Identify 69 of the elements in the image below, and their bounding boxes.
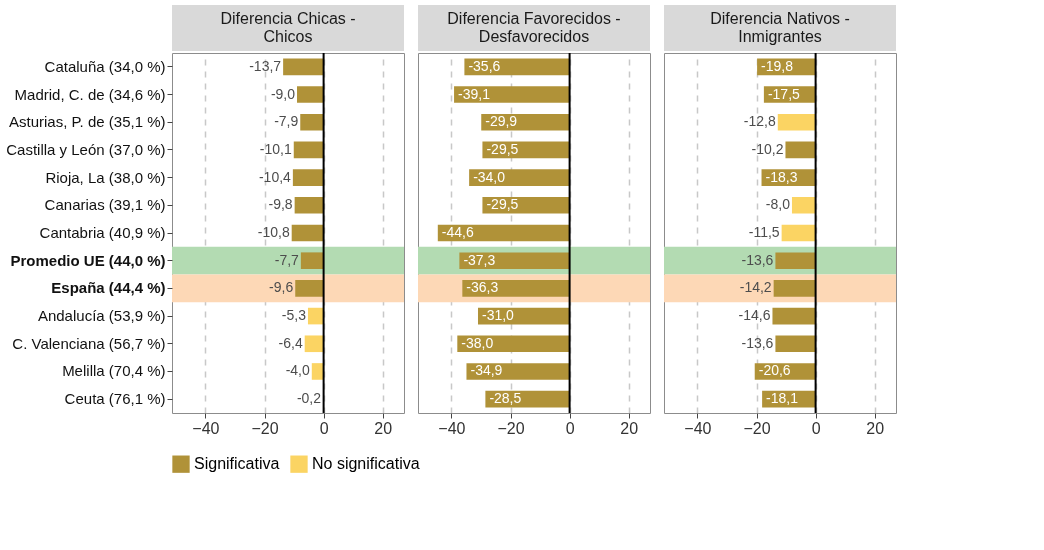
y-tick-label: Rioja, La (38,0 %)	[45, 168, 166, 186]
data-label: -31,0	[481, 307, 515, 324]
data-label: -10,2	[751, 140, 784, 157]
x-tick-label: 0	[811, 419, 821, 437]
data-label: -29,5	[486, 196, 519, 213]
data-label: -7,7	[274, 251, 300, 268]
data-label: -44,6	[441, 224, 474, 240]
data-label: -37,3	[463, 251, 496, 268]
data-label: -9,8	[268, 196, 293, 213]
y-tick-label: Promedio UE (44,0 %)	[10, 251, 166, 269]
data-label: -35,6	[468, 57, 501, 74]
data-label: -39,1	[458, 85, 491, 102]
data-label: -20,6	[758, 362, 791, 379]
x-tick-label: −40	[192, 419, 220, 437]
data-label: -7,9	[274, 113, 299, 130]
data-label: -14,6	[738, 307, 771, 324]
data-label: -5,3	[281, 307, 307, 324]
y-tick-label: Andalucía (53,9 %)	[37, 307, 166, 325]
x-tick-label: −40	[684, 419, 712, 437]
y-tick-label: Cataluña (34,0 %)	[44, 57, 166, 75]
y-tick-label: Asturias, P. de (35,1 %)	[9, 113, 166, 131]
data-label: -4,0	[285, 362, 310, 379]
data-label: -18,3	[765, 168, 798, 185]
data-label: -9,6	[269, 279, 294, 296]
y-tick-label: Madrid, C. de (34,6 %)	[14, 85, 166, 103]
data-label: -28,5	[489, 390, 522, 407]
x-tick-label: 20	[374, 419, 393, 437]
data-label: -34,9	[470, 362, 503, 379]
data-label: -14,2	[739, 279, 772, 296]
x-tick-label: 20	[620, 419, 639, 437]
data-label: -10,8	[257, 224, 290, 240]
data-label: -18,1	[766, 390, 799, 407]
data-label: -9,0	[270, 85, 296, 102]
data-label: -13,6	[741, 251, 774, 268]
y-tick-label: Melilla (70,4 %)	[62, 362, 166, 380]
data-label: -11,5	[748, 224, 780, 240]
data-label: -29,9	[485, 113, 518, 130]
x-tick-label: −40	[438, 419, 466, 437]
data-label: -10,1	[259, 140, 292, 157]
x-tick-label: 0	[565, 419, 575, 437]
y-tick-label: España (44,4 %)	[51, 279, 166, 297]
data-label: -29,5	[486, 140, 519, 157]
data-label: -0,2	[296, 390, 322, 407]
legend-label: No significativa	[312, 455, 420, 473]
chart-title: Diferencia Favorecidos - Desfavorecidos	[447, 10, 621, 45]
data-label: -36,3	[466, 279, 499, 296]
y-tick-label: Ceuta (76,1 %)	[64, 390, 166, 408]
data-label: -12,8	[743, 113, 776, 130]
y-tick-label: Canarias (39,1 %)	[44, 196, 166, 214]
data-label: -8,0	[765, 196, 791, 213]
y-tick-label: Cantabria (40,9 %)	[39, 224, 166, 241]
data-label: -6,4	[278, 334, 303, 351]
x-tick-label: 0	[319, 419, 329, 437]
y-tick-label: Castilla y León (37,0 %)	[6, 140, 166, 158]
x-tick-label: −20	[251, 419, 279, 437]
data-label: -13,7	[249, 57, 282, 74]
chart-title: Diferencia Nativos - Inmigrantes	[710, 10, 850, 45]
x-tick-label: 20	[866, 419, 885, 437]
data-label: -19,8	[761, 57, 794, 74]
data-label: -17,5	[767, 85, 801, 102]
data-label: -34,0	[473, 168, 506, 185]
chart-title: Diferencia Chicas - Chicos	[220, 10, 356, 45]
legend-label: Significativa	[194, 455, 280, 473]
x-tick-label: −20	[497, 419, 525, 437]
y-tick-label: C. Valenciana (56,7 %)	[12, 334, 166, 352]
data-label: -13,6	[741, 334, 774, 351]
data-label: -38,0	[461, 334, 494, 351]
x-tick-label: −20	[743, 419, 771, 437]
data-label: -10,4	[258, 168, 292, 185]
